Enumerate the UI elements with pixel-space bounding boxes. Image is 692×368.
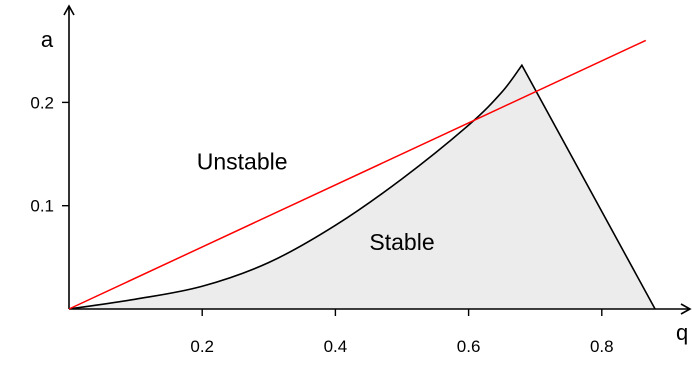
y-tick-label: 0.1 (30, 197, 54, 216)
x-tick-label: 0.6 (457, 337, 481, 356)
x-tick-label: 0.8 (590, 337, 614, 356)
stable-region-fill (69, 65, 656, 309)
stable-region-label: Stable (369, 229, 434, 255)
y-axis-label: a (41, 27, 54, 52)
ticks-layer: 0.2 0.4 0.6 0.8 0.1 0.2 (30, 93, 613, 356)
stability-boundary-curve (68, 63, 656, 310)
red-line (68, 39, 647, 310)
x-tick-label: 0.2 (190, 337, 214, 356)
x-tick-label: 0.4 (324, 337, 348, 356)
annotation-layer: Unstable Stable (197, 149, 435, 256)
x-axis-label: q (676, 320, 688, 345)
y-tick-label: 0.2 (30, 93, 54, 112)
unstable-region-label: Unstable (197, 149, 288, 175)
series-layer (68, 39, 656, 310)
